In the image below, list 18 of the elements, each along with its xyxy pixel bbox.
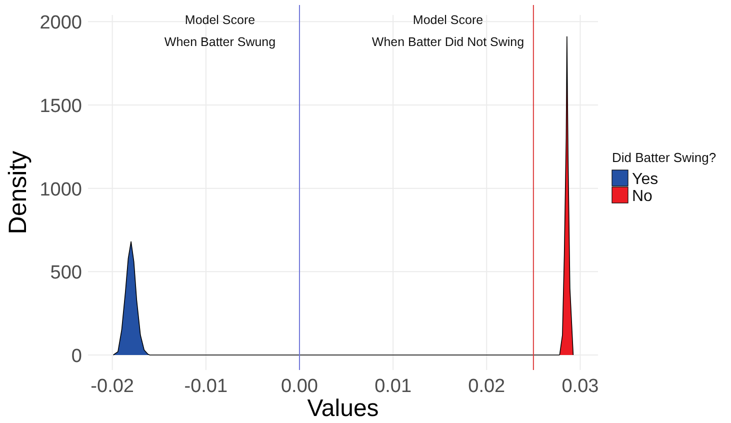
legend-title: Did Batter Swing?	[612, 150, 716, 165]
x-tick-label: -0.01	[184, 376, 228, 397]
x-tick-label: 0.00	[280, 376, 318, 397]
y-tick-label: 0	[71, 346, 82, 367]
y-tick-label: 1000	[40, 179, 82, 200]
legend-label: Yes	[632, 171, 658, 188]
y-axis-title: Density	[4, 150, 32, 234]
annotation: Model Score When Batter Did Not Swing	[372, 13, 524, 49]
x-tick-label: 0.03	[562, 376, 599, 397]
annotation: Model Score When Batter Swung	[164, 13, 276, 49]
x-axis-title: Values	[307, 395, 379, 422]
x-tick-label: 0.02	[468, 376, 506, 397]
y-tick-label: 2000	[40, 12, 82, 34]
x-tick-label: -0.02	[90, 376, 134, 397]
y-tick-label: 500	[50, 262, 82, 284]
legend-label: No	[632, 188, 653, 205]
x-tick-label: 0.01	[374, 376, 412, 397]
y-tick-label: 1500	[40, 96, 82, 117]
